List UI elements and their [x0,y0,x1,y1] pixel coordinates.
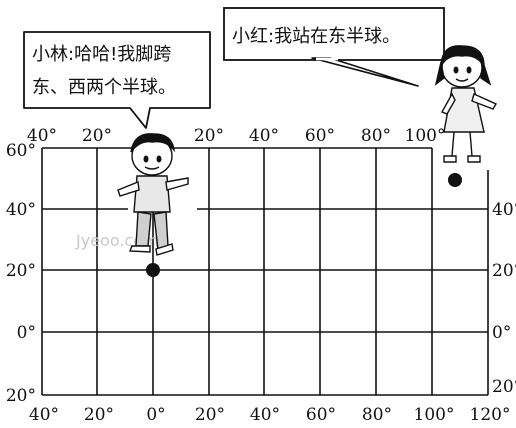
x-bottom-label: 0° [146,405,165,425]
girl-figure-icon [434,45,498,163]
x-top-label: 20° [194,126,224,146]
xiaohong-position-dot [448,173,462,187]
x-bottom-label: 20° [84,405,114,425]
x-bottom-label: 120° [470,405,511,425]
x-bottom-labels: 40° 20° 0° 20° 40° 60° 80° 100° 120° [29,405,511,425]
grid-lines [41,147,489,396]
x-top-label: 20° [82,126,112,146]
xiaohong-speech-text: 小红:我站在东半球。 [232,26,400,47]
x-top-label: 40° [27,126,57,146]
y-right-labels: 40° 20° 0° 20° [492,200,516,397]
y-left-label: 20° [6,261,36,281]
x-bottom-label: 40° [29,405,59,425]
x-top-labels: 40° 20° 20° 40° 60° 80° 100° [27,126,446,146]
x-bottom-label: 80° [362,405,392,425]
xiaohong-bubble-shape [223,7,445,61]
x-top-label: 100° [405,126,446,146]
boy-figure-icon [117,133,189,256]
y-right-label: 20° [492,377,516,397]
x-top-label: 80° [361,126,391,146]
y-left-label: 0° [17,323,36,343]
xiaolin-speech-line1: 小林:哈哈!我脚跨 [32,44,171,65]
xiaolin-speech-line2: 东、西两个半球。 [32,77,176,98]
x-top-label: 60° [305,126,335,146]
xiaolin-speech-bubble: 小林:哈哈!我脚跨 东、西两个半球。 [23,31,211,129]
xiaohong-bubble-tail [311,57,419,87]
x-bottom-label: 60° [306,405,336,425]
y-left-labels: 60° 40° 20° 0° 20° [6,141,36,406]
y-right-label: 0° [492,323,511,343]
x-top-label: 40° [249,126,279,146]
xiaolin-bubble-shape [23,31,211,129]
xiaohong-speech-bubble: 小红:我站在东半球。 [223,7,445,87]
y-left-label: 60° [6,141,36,161]
y-left-label: 40° [6,200,36,220]
y-right-label: 40° [492,200,516,220]
y-right-label: 20° [492,261,516,281]
y-left-label: 20° [6,386,36,406]
x-bottom-label: 100° [414,405,455,425]
x-bottom-label: 40° [250,405,280,425]
x-bottom-label: 20° [195,405,225,425]
xiaolin-position-dot [146,263,160,277]
